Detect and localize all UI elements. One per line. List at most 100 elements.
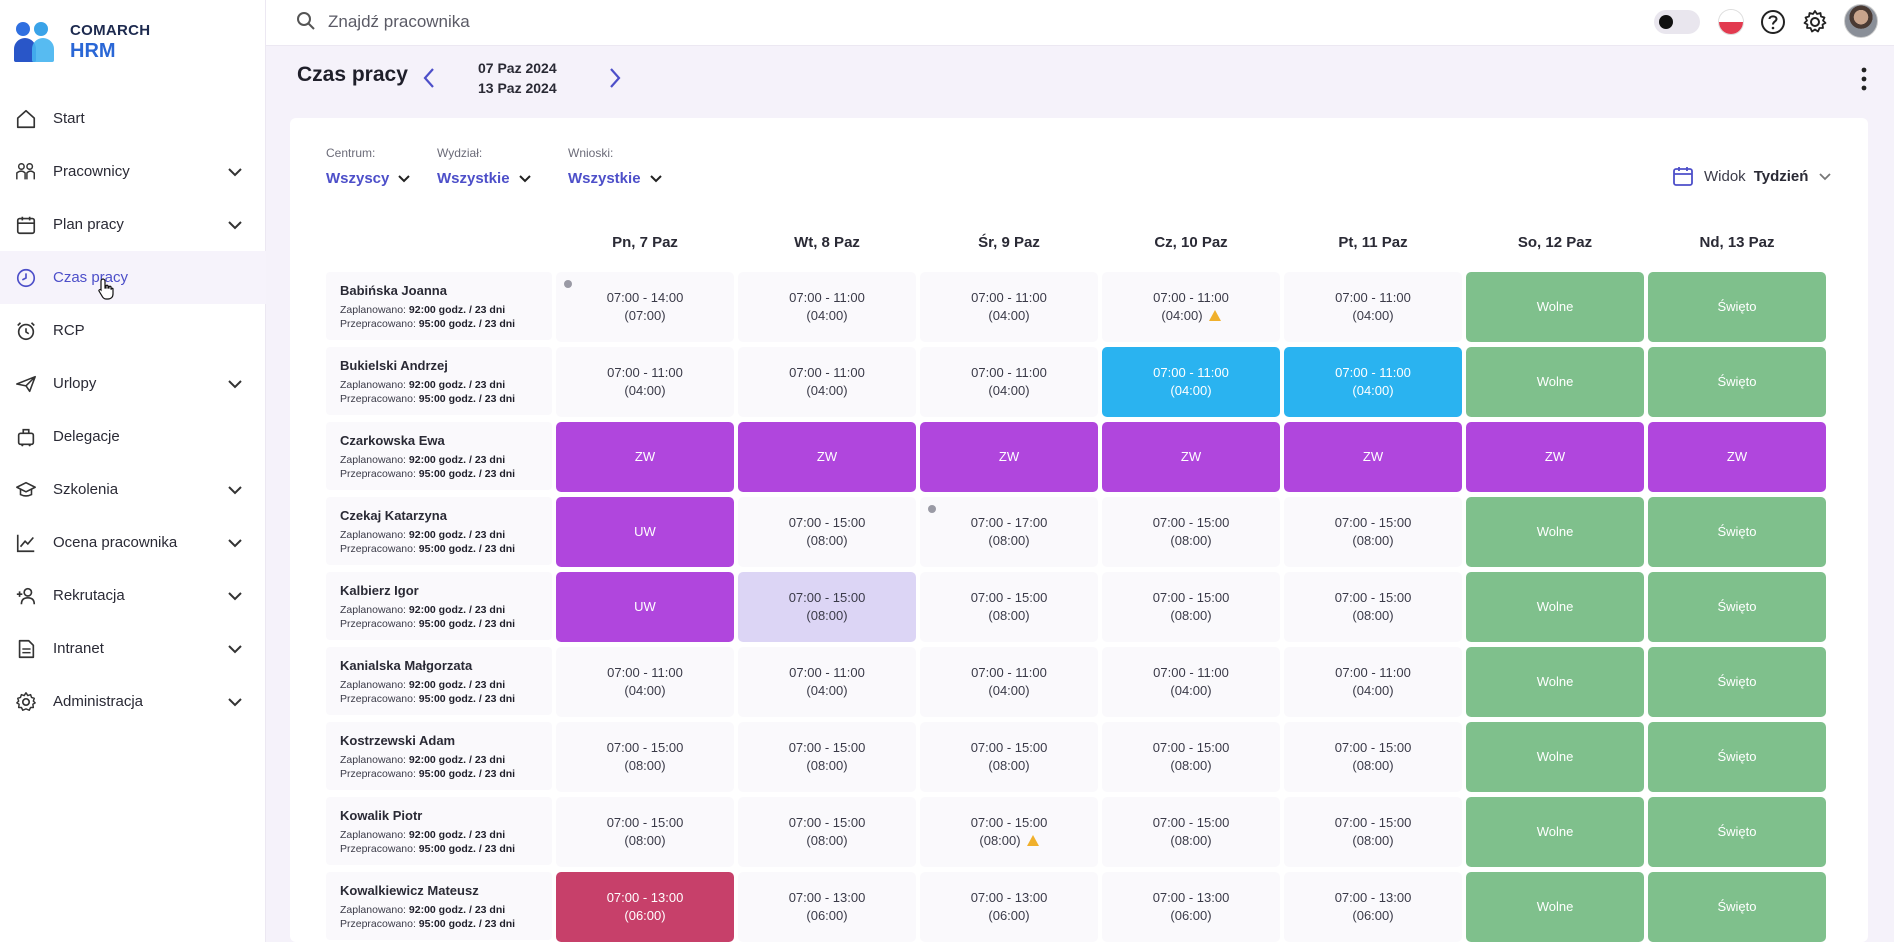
sidebar-item-pracownicy[interactable]: Pracownicy: [0, 145, 266, 198]
schedule-cell[interactable]: 07:00 - 15:00 (08:00): [1284, 797, 1462, 867]
employee-name[interactable]: Babińska Joanna: [340, 283, 447, 298]
schedule-cell[interactable]: 07:00 - 15:00 (08:00): [920, 797, 1098, 867]
user-avatar[interactable]: [1844, 4, 1878, 38]
schedule-cell[interactable]: 07:00 - 11:00 (04:00): [920, 647, 1098, 717]
schedule-cell[interactable]: Wolne: [1466, 272, 1644, 342]
sidebar-item-delegacje[interactable]: Delegacje: [0, 410, 266, 463]
schedule-cell[interactable]: 07:00 - 13:00 (06:00): [1284, 872, 1462, 942]
schedule-cell[interactable]: 07:00 - 15:00 (08:00): [556, 797, 734, 867]
schedule-cell[interactable]: 07:00 - 11:00 (04:00): [556, 647, 734, 717]
schedule-cell[interactable]: 07:00 - 15:00 (08:00): [738, 722, 916, 792]
wnioski-filter[interactable]: Wnioski: Wszystkie: [568, 146, 663, 187]
schedule-cell[interactable]: Wolne: [1466, 347, 1644, 417]
comarch-hrm-logo[interactable]: COMARCH HRM: [14, 20, 150, 64]
sidebar-item-intranet[interactable]: Intranet: [0, 622, 266, 675]
schedule-cell[interactable]: 07:00 - 13:00 (06:00): [920, 872, 1098, 942]
schedule-cell[interactable]: 07:00 - 11:00 (04:00): [1102, 347, 1280, 417]
sidebar-item-czas-pracy[interactable]: Czas pracy: [0, 251, 266, 304]
schedule-cell[interactable]: Wolne: [1466, 722, 1644, 792]
employee-info[interactable]: Babińska Joanna Zaplanowano: 92:00 godz. …: [326, 272, 552, 340]
sidebar-item-rekrutacja[interactable]: Rekrutacja: [0, 569, 266, 622]
centrum-filter-value[interactable]: Wszyscy: [326, 170, 390, 187]
wnioski-filter-value[interactable]: Wszystkie: [568, 170, 641, 187]
schedule-cell[interactable]: Święto: [1648, 797, 1826, 867]
schedule-cell[interactable]: 07:00 - 11:00 (04:00): [1102, 647, 1280, 717]
schedule-cell[interactable]: 07:00 - 15:00 (08:00): [738, 797, 916, 867]
schedule-cell[interactable]: ZW: [738, 422, 916, 492]
schedule-cell[interactable]: 07:00 - 11:00 (04:00): [1102, 272, 1280, 342]
help-icon[interactable]: [1760, 9, 1786, 35]
employee-info[interactable]: Kowalkiewicz Mateusz Zaplanowano: 92:00 g…: [326, 872, 552, 940]
chevron-down-icon[interactable]: [226, 693, 244, 711]
schedule-cell[interactable]: 07:00 - 11:00 (04:00): [1284, 272, 1462, 342]
schedule-cell[interactable]: 07:00 - 15:00 (08:00): [920, 722, 1098, 792]
employee-info[interactable]: Kanialska Małgorzata Zaplanowano: 92:00 g…: [326, 647, 552, 715]
schedule-cell[interactable]: ZW: [920, 422, 1098, 492]
schedule-cell[interactable]: 07:00 - 15:00 (08:00): [1102, 497, 1280, 567]
schedule-cell[interactable]: ZW: [1648, 422, 1826, 492]
sidebar-item-rcp[interactable]: RCP: [0, 304, 266, 357]
schedule-cell[interactable]: 07:00 - 17:00 (08:00): [920, 497, 1098, 567]
employee-name[interactable]: Czarkowska Ewa: [340, 433, 445, 448]
employee-name[interactable]: Kostrzewski Adam: [340, 733, 456, 748]
employee-info[interactable]: Czekaj Katarzyna Zaplanowano: 92:00 godz.…: [326, 497, 552, 565]
schedule-cell[interactable]: 07:00 - 11:00 (04:00): [1284, 347, 1462, 417]
employee-name[interactable]: Kalbierz Igor: [340, 583, 419, 598]
employee-info[interactable]: Bukielski Andrzej Zaplanowano: 92:00 godz…: [326, 347, 552, 415]
chevron-down-icon[interactable]: [226, 534, 244, 552]
employee-info[interactable]: Kalbierz Igor Zaplanowano: 92:00 godz. / …: [326, 572, 552, 640]
schedule-cell[interactable]: 07:00 - 15:00 (08:00): [556, 722, 734, 792]
employee-name[interactable]: Bukielski Andrzej: [340, 358, 448, 373]
employee-name[interactable]: Kowalkiewicz Mateusz: [340, 883, 479, 898]
schedule-cell[interactable]: Święto: [1648, 647, 1826, 717]
schedule-cell[interactable]: 07:00 - 13:00 (06:00): [556, 872, 734, 942]
view-selector[interactable]: Widok Tydzień: [1672, 165, 1832, 187]
schedule-cell[interactable]: 07:00 - 11:00 (04:00): [738, 347, 916, 417]
schedule-cell[interactable]: 07:00 - 11:00 (04:00): [920, 272, 1098, 342]
sidebar-item-urlopy[interactable]: Urlopy: [0, 357, 266, 410]
schedule-cell[interactable]: 07:00 - 15:00 (08:00): [1284, 497, 1462, 567]
schedule-cell[interactable]: 07:00 - 13:00 (06:00): [738, 872, 916, 942]
schedule-cell[interactable]: 07:00 - 15:00 (08:00): [1102, 722, 1280, 792]
schedule-cell[interactable]: 07:00 - 14:00 (07:00): [556, 272, 734, 342]
chevron-down-icon[interactable]: [226, 587, 244, 605]
schedule-cell[interactable]: UW: [556, 572, 734, 642]
schedule-cell[interactable]: 07:00 - 15:00 (08:00): [1102, 797, 1280, 867]
chevron-down-icon[interactable]: [226, 163, 244, 181]
schedule-cell[interactable]: 07:00 - 15:00 (08:00): [1284, 572, 1462, 642]
more-options-icon[interactable]: [1860, 66, 1868, 92]
schedule-cell[interactable]: UW: [556, 497, 734, 567]
employee-info[interactable]: Kostrzewski Adam Zaplanowano: 92:00 godz.…: [326, 722, 552, 790]
schedule-cell[interactable]: 07:00 - 15:00 (08:00): [920, 572, 1098, 642]
schedule-cell[interactable]: Święto: [1648, 572, 1826, 642]
employee-name[interactable]: Kowalik Piotr: [340, 808, 423, 823]
schedule-cell[interactable]: Święto: [1648, 347, 1826, 417]
schedule-cell[interactable]: Wolne: [1466, 797, 1644, 867]
schedule-cell[interactable]: Wolne: [1466, 872, 1644, 942]
schedule-cell[interactable]: 07:00 - 15:00 (08:00): [738, 572, 916, 642]
schedule-cell[interactable]: ZW: [1284, 422, 1462, 492]
schedule-cell[interactable]: Wolne: [1466, 647, 1644, 717]
schedule-cell[interactable]: 07:00 - 11:00 (04:00): [1284, 647, 1462, 717]
polish-flag-icon[interactable]: [1718, 9, 1744, 35]
employee-info[interactable]: Kowalik Piotr Zaplanowano: 92:00 godz. / …: [326, 797, 552, 865]
employee-info[interactable]: Czarkowska Ewa Zaplanowano: 92:00 godz. /…: [326, 422, 552, 490]
schedule-cell[interactable]: Święto: [1648, 272, 1826, 342]
schedule-cell[interactable]: 07:00 - 15:00 (08:00): [738, 497, 916, 567]
sidebar-item-start[interactable]: Start: [0, 92, 266, 145]
sidebar-item-ocena-pracownika[interactable]: Ocena pracownika: [0, 516, 266, 569]
employee-search-input[interactable]: [328, 8, 828, 36]
schedule-cell[interactable]: Święto: [1648, 722, 1826, 792]
schedule-cell[interactable]: ZW: [1102, 422, 1280, 492]
chevron-down-icon[interactable]: [226, 375, 244, 393]
settings-gear-icon[interactable]: [1802, 9, 1828, 35]
chevron-down-icon[interactable]: [226, 216, 244, 234]
wydzial-filter[interactable]: Wydział: Wszystkie: [437, 146, 532, 187]
schedule-cell[interactable]: 07:00 - 11:00 (04:00): [738, 647, 916, 717]
schedule-cell[interactable]: 07:00 - 15:00 (08:00): [1284, 722, 1462, 792]
sidebar-item-szkolenia[interactable]: Szkolenia: [0, 463, 266, 516]
schedule-cell[interactable]: Święto: [1648, 872, 1826, 942]
centrum-filter[interactable]: Centrum: Wszyscy: [326, 146, 411, 187]
schedule-cell[interactable]: 07:00 - 11:00 (04:00): [920, 347, 1098, 417]
schedule-cell[interactable]: ZW: [1466, 422, 1644, 492]
